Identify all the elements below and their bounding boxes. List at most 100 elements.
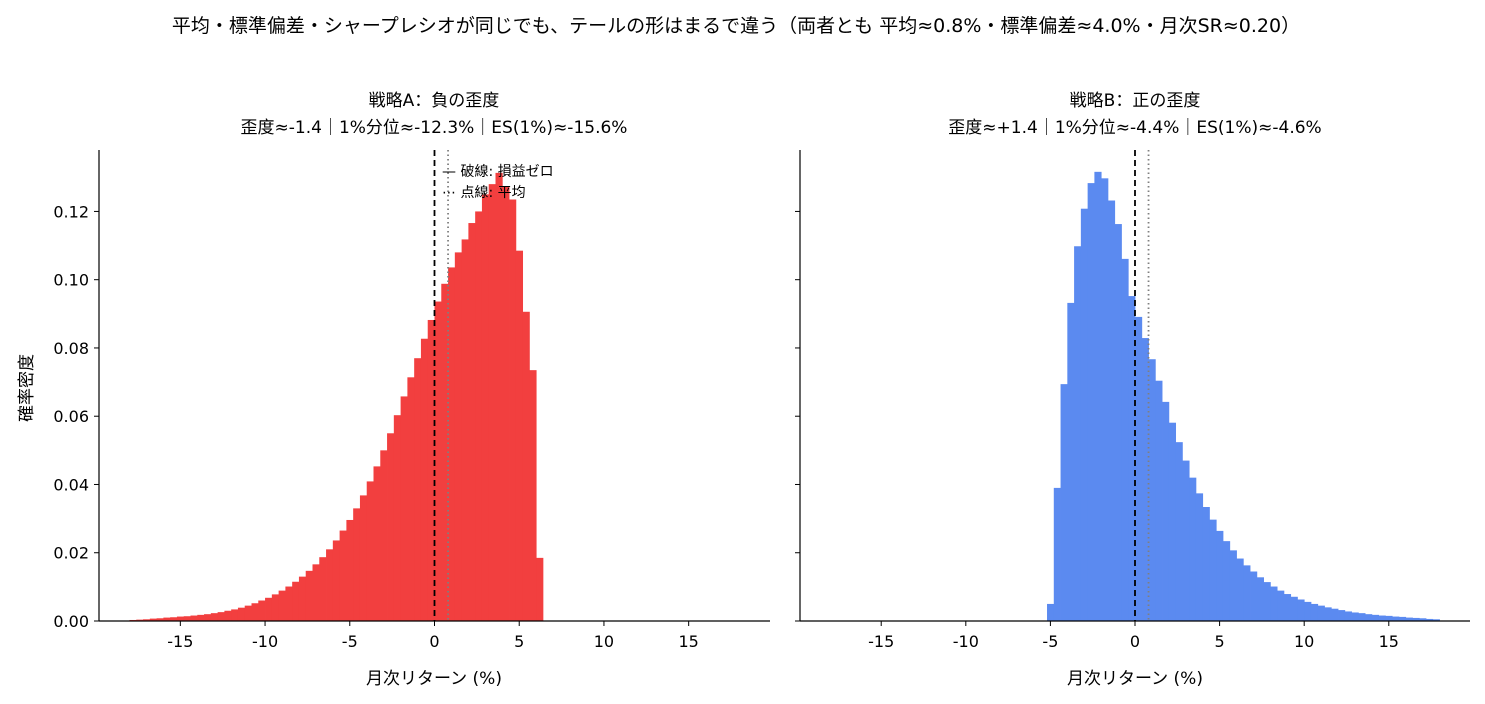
histogram-bar xyxy=(1310,603,1319,621)
histogram-bar xyxy=(170,617,178,621)
x-axis-label: 月次リターン (%) xyxy=(1067,669,1203,689)
histogram-bar xyxy=(366,481,374,621)
histogram-bar xyxy=(1121,258,1129,621)
histogram-bar xyxy=(1141,338,1149,621)
histogram-bar xyxy=(1412,617,1420,621)
histogram-bar xyxy=(1324,607,1332,621)
histogram-bar xyxy=(1047,603,1055,621)
y-tick-label: 0.00 xyxy=(53,612,89,631)
histogram-bar xyxy=(251,603,259,621)
histogram-bar xyxy=(1128,296,1136,621)
x-tick-label: -15 xyxy=(868,632,894,651)
histogram-bar xyxy=(1426,618,1434,621)
histogram-bar xyxy=(1236,558,1244,621)
histogram-bar xyxy=(231,609,239,621)
histogram-bar xyxy=(1277,590,1285,621)
legend-entry-mean-line: ⋯ 点線: 平均 xyxy=(442,185,526,201)
histogram-bar xyxy=(1317,605,1325,621)
y-tick-label: 0.04 xyxy=(53,475,89,494)
histogram-bar xyxy=(163,617,171,621)
panel-subtitle: 歪度≈+1.4｜1%分位≈-4.4%｜ES(1%)≈-4.6% xyxy=(948,118,1321,138)
histogram-bar xyxy=(434,301,442,621)
x-axis-label: 月次リターン (%) xyxy=(366,669,502,689)
histogram-bar xyxy=(1263,582,1271,621)
x-axis-ticks: -15 -10 -5 0 5 10 15 xyxy=(868,621,1399,651)
x-tick-label: 0 xyxy=(1130,632,1140,651)
y-axis-label: 確率密度 xyxy=(17,354,37,422)
histogram-bar xyxy=(312,564,320,621)
histogram-bar xyxy=(271,594,280,621)
histogram-bar xyxy=(1250,571,1258,621)
histogram-bar xyxy=(488,184,496,621)
histogram-bar xyxy=(373,466,381,621)
histogram-bar xyxy=(414,358,422,621)
histogram-bar xyxy=(359,495,368,621)
histogram-bar xyxy=(183,616,191,621)
histogram-bar xyxy=(1101,178,1109,621)
histogram-bar xyxy=(1107,200,1116,621)
histogram-bar xyxy=(332,540,341,621)
panel-subtitle: 歪度≈-1.4｜1%分位≈-12.3%｜ES(1%)≈-15.6% xyxy=(241,118,628,138)
x-tick-label: 5 xyxy=(514,632,524,651)
histogram-bar xyxy=(1304,601,1312,621)
histogram-bar xyxy=(1189,477,1197,621)
histogram-bar xyxy=(448,267,456,621)
histogram-bar xyxy=(387,433,395,621)
histogram-bar xyxy=(1074,246,1082,621)
figure-suptitle: 平均・標準偏差・シャープレシオが同じでも、テールの形はまるで違う（両者とも 平均… xyxy=(172,15,1300,37)
histogram-bar xyxy=(305,570,313,621)
histogram-bar xyxy=(143,619,151,621)
histogram-bar xyxy=(1162,401,1170,621)
x-tick-label: 15 xyxy=(678,632,698,651)
histogram-bar xyxy=(1270,586,1278,621)
histogram-bar xyxy=(353,508,361,621)
histogram-bar xyxy=(197,614,205,621)
histogram-bar xyxy=(1080,208,1089,621)
histogram-bar xyxy=(461,239,469,622)
histogram-bars xyxy=(1047,171,1440,622)
histogram-bar xyxy=(1290,596,1298,621)
x-tick-label: 10 xyxy=(594,632,614,651)
histogram-bar xyxy=(1229,550,1237,621)
histogram-bar xyxy=(237,607,246,621)
histogram-bar xyxy=(1148,359,1156,621)
histogram-bar xyxy=(136,619,144,621)
histogram-bar xyxy=(522,311,530,621)
histogram-bar xyxy=(536,557,544,621)
x-tick-label: 5 xyxy=(1215,632,1225,651)
x-tick-label: -10 xyxy=(252,632,278,651)
histogram-bar xyxy=(298,576,307,621)
histogram-bar xyxy=(1344,611,1352,621)
histogram-bar xyxy=(454,252,463,621)
histogram-bar xyxy=(1053,487,1061,621)
histogram-bar xyxy=(1168,422,1177,621)
histogram-bar xyxy=(502,186,510,622)
histogram-bar xyxy=(1419,618,1427,621)
histogram-bar xyxy=(265,597,273,621)
x-tick-label: -5 xyxy=(1042,632,1058,651)
histogram-bar xyxy=(285,586,293,621)
x-tick-label: -5 xyxy=(342,632,358,651)
histogram-bars xyxy=(129,172,544,622)
line-legend: — 破線: 損益ゼロ ⋯ 点線: 平均 xyxy=(442,164,554,201)
histogram-bar xyxy=(407,377,415,621)
x-axis-ticks: -15 -10 -5 0 5 10 15 xyxy=(167,621,699,651)
histogram-bar xyxy=(1371,614,1380,621)
histogram-bar xyxy=(515,250,524,621)
x-tick-label: -15 xyxy=(167,632,193,651)
histogram-bar xyxy=(1135,316,1143,621)
histogram-bar xyxy=(156,618,164,621)
histogram-bar xyxy=(190,615,198,621)
histogram-bar xyxy=(427,319,435,621)
histogram-bar xyxy=(1067,302,1075,621)
histogram-bar xyxy=(217,612,225,621)
histogram-bar xyxy=(1182,460,1190,621)
histogram-bar xyxy=(1378,615,1386,621)
y-tick-label: 0.06 xyxy=(53,407,89,426)
histogram-bar xyxy=(339,530,347,621)
histogram-bar xyxy=(224,610,232,621)
histogram-bar xyxy=(1385,615,1393,621)
histogram-bar xyxy=(258,600,266,621)
histogram-bar xyxy=(1060,384,1068,621)
